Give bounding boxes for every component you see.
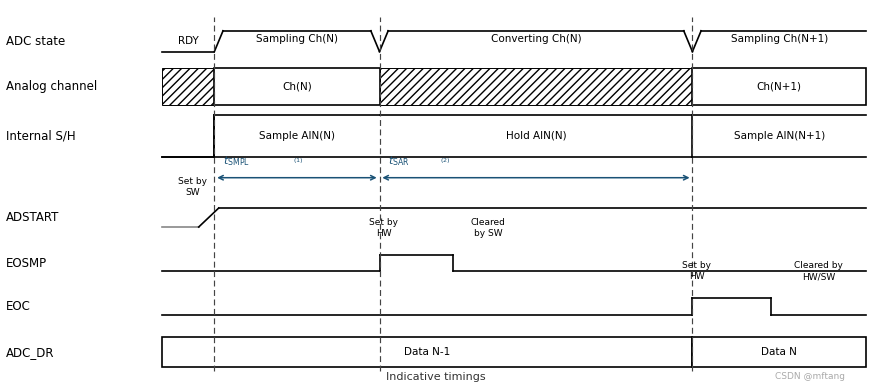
Text: $t_\mathrm{SMPL}$: $t_\mathrm{SMPL}$ (223, 154, 250, 168)
Text: $t_\mathrm{SAR}$: $t_\mathrm{SAR}$ (388, 154, 410, 168)
Text: Data N: Data N (761, 347, 797, 357)
Text: Sampling Ch(N+1): Sampling Ch(N+1) (731, 34, 828, 44)
Text: Ch(N+1): Ch(N+1) (757, 82, 802, 92)
Text: Ch(N): Ch(N) (282, 82, 312, 92)
Text: Set by
HW: Set by HW (682, 261, 712, 281)
Bar (692, 337, 866, 367)
Text: $^{(2)}$: $^{(2)}$ (440, 157, 451, 166)
Text: Indicative timings: Indicative timings (386, 372, 486, 382)
Bar (215, 68, 379, 106)
Text: Sampling Ch(N): Sampling Ch(N) (255, 34, 338, 44)
Text: Analog channel: Analog channel (6, 80, 97, 93)
Text: EOSMP: EOSMP (6, 257, 47, 270)
Bar (162, 337, 692, 367)
Text: Cleared by
HW/SW: Cleared by HW/SW (794, 261, 843, 281)
Text: ADC_DR: ADC_DR (6, 346, 54, 359)
Text: Cleared
by SW: Cleared by SW (471, 217, 506, 238)
Bar (692, 68, 866, 106)
Text: Converting Ch(N): Converting Ch(N) (491, 34, 582, 44)
Text: Data N-1: Data N-1 (405, 347, 451, 357)
Text: Set by
SW: Set by SW (178, 177, 208, 197)
Bar (379, 68, 692, 106)
Text: $^{(1)}$: $^{(1)}$ (293, 157, 303, 166)
Text: Internal S/H: Internal S/H (6, 129, 75, 142)
Text: Hold AIN(N): Hold AIN(N) (506, 131, 566, 141)
Text: Set by
HW: Set by HW (370, 217, 399, 238)
Text: EOC: EOC (6, 300, 31, 313)
Text: ADSTART: ADSTART (6, 211, 59, 224)
Text: Sample AIN(N+1): Sample AIN(N+1) (733, 131, 825, 141)
Text: ADC state: ADC state (6, 35, 65, 48)
Text: RDY: RDY (178, 36, 199, 46)
Bar (162, 68, 215, 106)
Text: CSDN @mftang: CSDN @mftang (774, 372, 845, 381)
Text: Sample AIN(N): Sample AIN(N) (259, 131, 335, 141)
